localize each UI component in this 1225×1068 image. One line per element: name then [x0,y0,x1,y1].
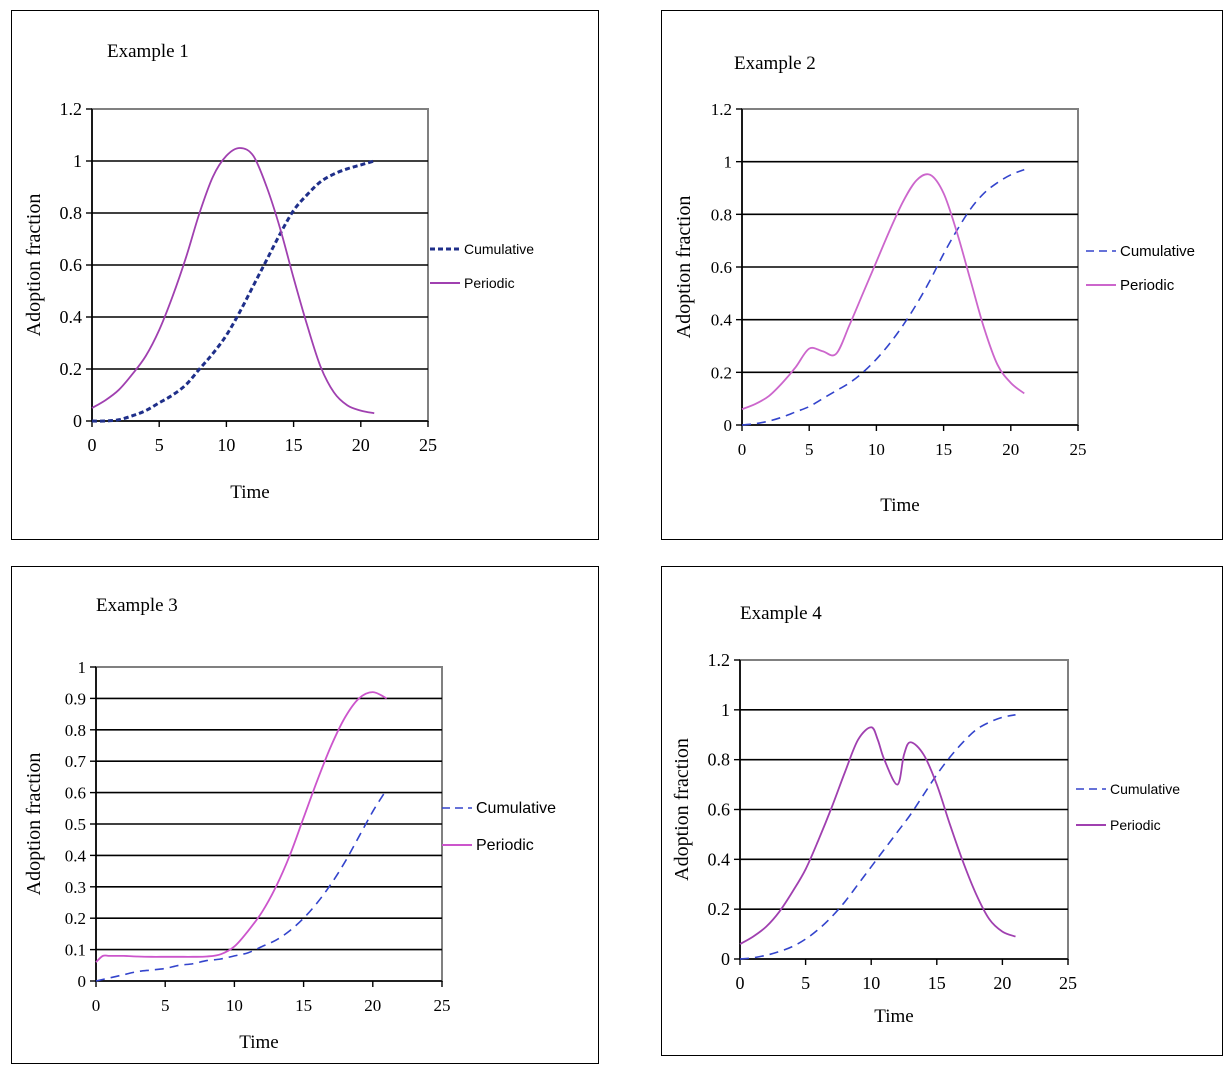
y-tick-label: 0.4 [65,846,87,865]
x-tick-label: 15 [295,996,312,1015]
x-tick-label: 5 [805,440,814,459]
chart-title: Example 4 [740,603,822,624]
x-tick-label: 15 [928,973,946,993]
x-tick-label: 25 [1059,973,1077,993]
y-tick-label: 0.6 [708,800,731,820]
x-tick-label: 25 [434,996,451,1015]
y-tick-label: 0.4 [60,307,83,327]
x-tick-label: 25 [1070,440,1087,459]
y-tick-label: 1 [721,700,730,720]
y-axis-label: Adoption fraction [673,196,695,339]
legend-label: Cumulative [476,800,556,817]
x-axis-label: Time [880,495,919,516]
y-tick-label: 0.2 [708,899,731,919]
x-tick-label: 10 [217,435,235,455]
y-tick-label: 0.4 [708,849,731,869]
chart-svg: Example 4 0 0.2 0.4 0.6 0.8 1 1.2 0 5 10 15 20 25 Time… [671,603,1180,1027]
y-tick-label: 0.5 [65,815,86,834]
y-tick-label: 0.4 [711,311,733,330]
legend-label: Cumulative [464,241,534,257]
y-tick-label: 1 [78,658,87,677]
y-tick-label: 0.9 [65,689,86,708]
y-tick-label: 0.1 [65,941,86,960]
chart-title: Example 1 [107,41,189,62]
y-tick-label: 1 [724,153,733,172]
y-tick-label: 0.3 [65,878,86,897]
y-tick-label: 0.8 [65,721,86,740]
x-tick-label: 0 [88,435,97,455]
y-tick-label: 0 [78,972,87,991]
y-tick-label: 0.2 [711,363,732,382]
x-tick-label: 0 [92,996,101,1015]
chart-panel-2: Example 2 0 0.2 0.4 0.6 0.8 1 1.2 0 5 10 15 20 25 Time… [661,10,1223,540]
x-axis-label: Time [239,1032,278,1053]
y-tick-label: 0.6 [60,255,83,275]
series-line-cumulative [739,714,1016,960]
x-tick-label: 5 [155,435,164,455]
x-tick-label: 20 [993,973,1011,993]
series-line-periodic [95,691,388,963]
chart-svg: Example 2 0 0.2 0.4 0.6 0.8 1 1.2 0 5 10 15 20 25 Time… [673,53,1195,516]
x-tick-label: 20 [364,996,381,1015]
series-line-periodic [741,173,1025,411]
x-tick-label: 0 [736,973,745,993]
series-line-periodic [91,147,375,415]
legend-label: Periodic [464,275,515,291]
y-tick-label: 1.2 [711,100,732,119]
x-tick-label: 20 [352,435,370,455]
y-axis-label: Adoption fraction [23,753,45,896]
x-axis-label: Time [230,482,269,503]
legend-label: Cumulative [1120,243,1195,260]
series-line-periodic [739,726,1016,945]
series-line-cumulative [91,159,375,423]
x-tick-label: 5 [161,996,170,1015]
x-tick-label: 15 [935,440,952,459]
chart-title: Example 3 [96,595,178,616]
chart-svg: Example 1 0 0.2 0.4 0.6 0.8 1 1.2 0 5 10 15 20 25 Time… [23,41,534,503]
x-axis-label: Time [874,1006,913,1027]
legend-label: Cumulative [1110,781,1180,797]
y-tick-label: 0.6 [711,258,732,277]
chart-panel-1: Example 1 0 0.2 0.4 0.6 0.8 1 1.2 0 5 10 15 20 25 Time… [11,10,599,540]
x-tick-label: 5 [801,973,810,993]
legend-label: Periodic [1120,277,1175,294]
x-tick-label: 15 [285,435,303,455]
x-tick-label: 20 [1002,440,1019,459]
y-tick-label: 0.7 [65,752,87,771]
x-tick-label: 10 [862,973,880,993]
series-line-cumulative [95,789,388,982]
chart-svg: Example 300.10.20.30.40.50.60.70.80.910 5… [23,595,556,1053]
chart-panel-4: Example 4 0 0.2 0.4 0.6 0.8 1 1.2 0 5 10 15 20 25 Time… [661,566,1223,1056]
legend-label: Periodic [1110,817,1161,833]
y-tick-label: 1 [73,151,82,171]
y-axis-label: Adoption fraction [23,194,45,337]
y-tick-label: 0 [724,416,733,435]
y-tick-label: 0.8 [60,203,83,223]
chart-title: Example 2 [734,53,816,74]
chart-panel-3: Example 3 0 0.1 0.2 0.3 0.4 0.5 0.6 0.7 0.8 0.9 1 0 5… [11,566,599,1064]
y-tick-label: 0 [721,949,730,969]
y-tick-label: 1.2 [60,99,83,119]
y-tick-label: 1.2 [708,650,731,670]
x-tick-label: 10 [226,996,243,1015]
series-line-cumulative [741,168,1025,426]
y-tick-label: 0.8 [711,205,732,224]
y-tick-label: 0 [73,411,82,431]
x-tick-label: 0 [738,440,747,459]
x-tick-label: 25 [419,435,437,455]
y-tick-label: 0.6 [65,784,86,803]
y-tick-label: 0.2 [60,359,83,379]
x-tick-label: 10 [868,440,885,459]
y-tick-label: 0.2 [65,909,86,928]
y-tick-label: 0.8 [708,750,731,770]
legend-label: Periodic [476,837,534,854]
y-axis-label: Adoption fraction [671,738,693,881]
